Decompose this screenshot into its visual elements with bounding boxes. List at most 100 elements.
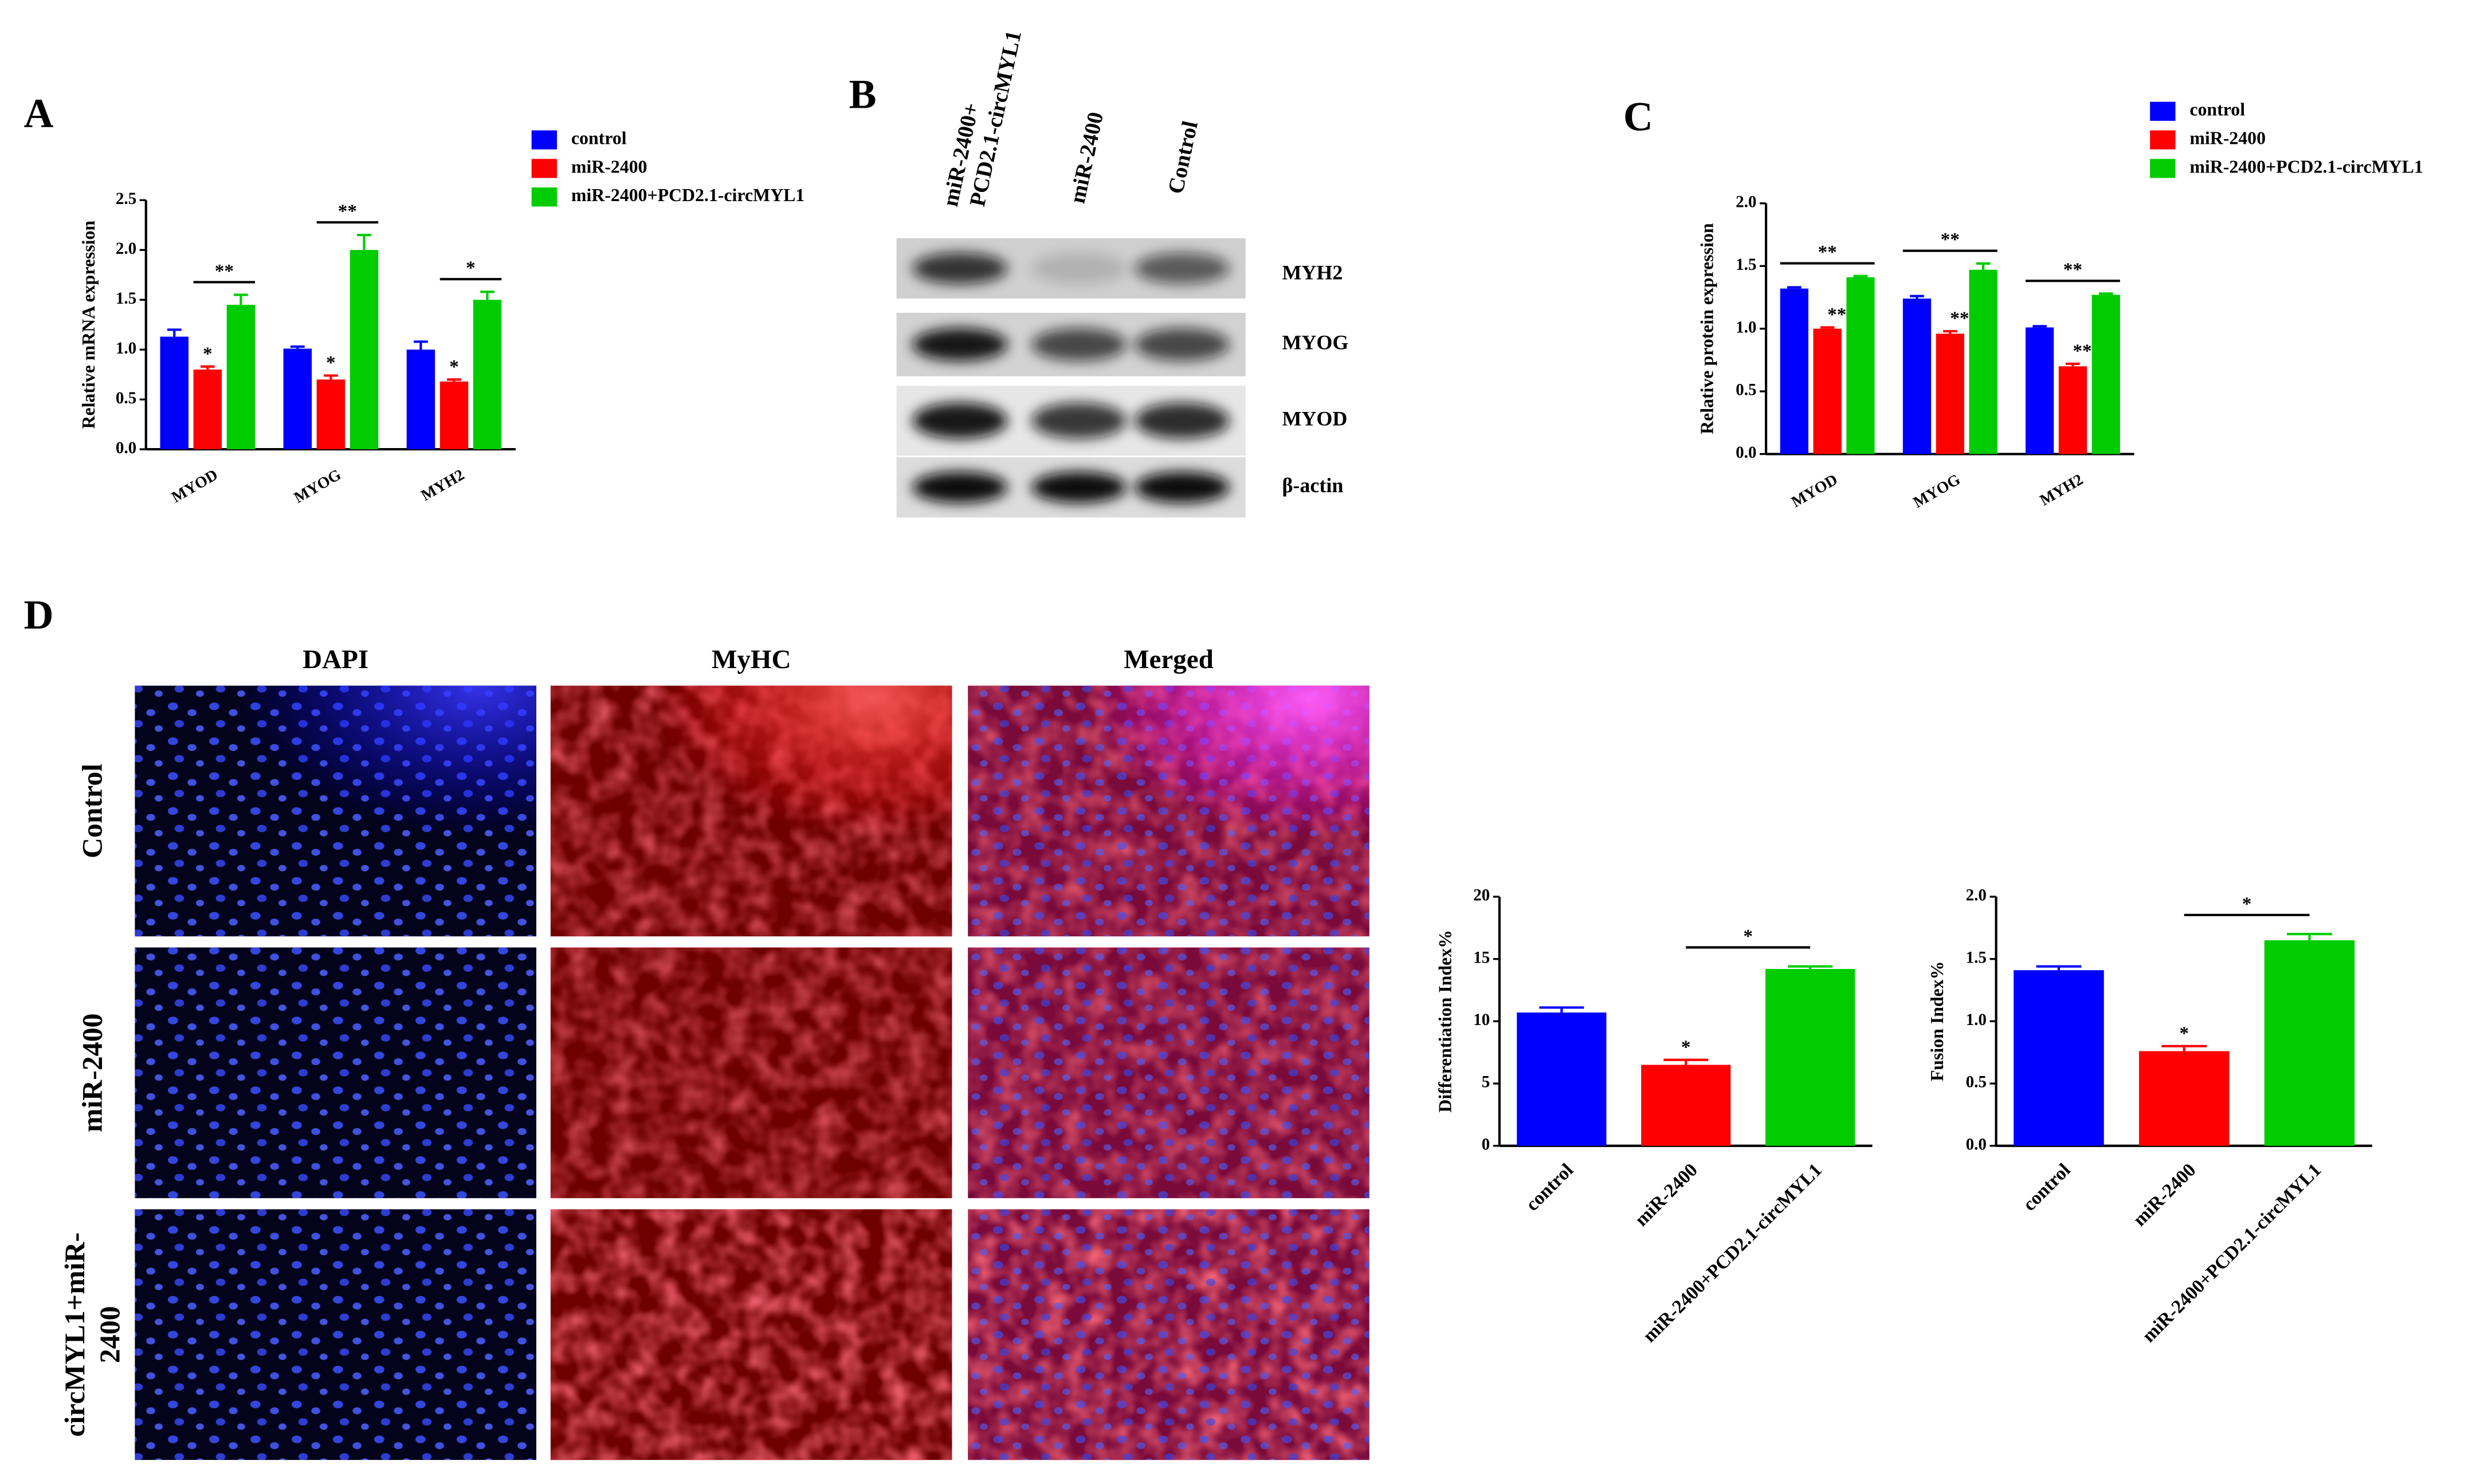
x-tick-label: MYOD <box>1788 470 1840 511</box>
glow <box>968 685 1369 937</box>
blot-band <box>1031 402 1127 439</box>
y-tick-label: 1.0 <box>1736 318 1756 336</box>
protein-label: β-actin <box>1282 474 1343 497</box>
significance-label: ** <box>2073 340 2091 362</box>
significance-label: ** <box>1950 308 1969 329</box>
y-tick-label: 2.5 <box>116 190 136 208</box>
y-tick-label: 0.0 <box>1736 443 1756 462</box>
bar <box>160 336 189 450</box>
blot-band <box>1134 253 1230 284</box>
bar <box>193 369 222 450</box>
blot-band <box>912 402 1008 439</box>
y-tick-label: 2.0 <box>116 240 136 258</box>
comparison-label: * <box>1743 926 1753 947</box>
y-tick-label: 0.5 <box>1966 1073 1987 1092</box>
lane-label: Control <box>1163 119 1203 196</box>
bar <box>1936 333 1964 454</box>
x-tick-label: control <box>1521 1159 1577 1215</box>
y-tick-label: 20 <box>1473 886 1490 905</box>
significance-label: * <box>326 352 336 374</box>
x-tick-label: miR-2400 <box>2129 1159 2200 1230</box>
bar <box>1846 277 1875 454</box>
blot-band <box>1134 472 1230 503</box>
legend-swatch <box>2150 130 2176 150</box>
comparison-label: * <box>466 257 476 278</box>
nuclei <box>135 1209 536 1461</box>
bar <box>1765 969 1855 1146</box>
y-tick-label: 1.5 <box>1966 948 1987 967</box>
y-tick-label: 0.0 <box>1966 1135 1987 1153</box>
comparison-label: * <box>2242 893 2252 914</box>
blot-band <box>1031 472 1127 503</box>
significance-label: * <box>2179 1023 2189 1044</box>
legend-swatch <box>2150 101 2176 121</box>
blot-band <box>1031 253 1127 284</box>
legend-swatch <box>531 159 557 178</box>
blot-band <box>1134 402 1230 439</box>
x-tick-label: control <box>2019 1159 2074 1215</box>
bar <box>2138 1051 2230 1146</box>
bar <box>1813 328 1842 454</box>
significance-label: * <box>1681 1037 1691 1058</box>
x-tick-label: MYOG <box>291 465 344 506</box>
comparison-label: ** <box>338 201 357 222</box>
x-tick-label: MYH2 <box>2036 470 2086 509</box>
protein-label: MYOD <box>1282 407 1347 430</box>
glow <box>550 685 952 937</box>
comparison-label: ** <box>1818 242 1837 263</box>
x-tick-label: MYOD <box>168 465 221 506</box>
row-label: circMYL1+miR- <box>59 1232 91 1437</box>
nuclei <box>968 947 1369 1199</box>
bar <box>316 379 346 450</box>
legend-label: miR-2400+PCD2.1-circMYL1 <box>571 185 805 205</box>
blot-band <box>912 328 1008 362</box>
blot-band <box>1134 328 1230 362</box>
y-tick-label: 2.0 <box>1736 193 1756 211</box>
legend-swatch <box>2150 159 2176 178</box>
comparison-label: ** <box>1941 229 1960 250</box>
column-label: Merged <box>1124 645 1214 674</box>
blot-band <box>1031 328 1127 362</box>
lane-label: miR-2400 <box>1065 110 1108 206</box>
y-tick-label: 0.0 <box>116 439 136 457</box>
panel-label: B <box>849 72 876 117</box>
micrograph-texture <box>550 947 952 1199</box>
legend-swatch <box>531 187 557 207</box>
y-tick-label: 5 <box>1482 1073 1490 1092</box>
y-axis-label: Relative mRNA expression <box>79 221 99 429</box>
bar <box>1780 288 1808 454</box>
bar <box>350 250 379 450</box>
protein-label: MYOG <box>1282 331 1348 354</box>
bar <box>2025 327 2054 454</box>
y-tick-label: 15 <box>1473 948 1490 967</box>
y-tick-label: 1.0 <box>116 339 136 358</box>
micrograph-texture <box>550 1209 952 1461</box>
column-label: MyHC <box>712 645 791 674</box>
legend-label: miR-2400 <box>2189 128 2266 148</box>
x-tick-label: MYOG <box>1910 470 1963 511</box>
bar <box>2091 295 2120 454</box>
legend-label: miR-2400+PCD2.1-circMYL1 <box>2189 156 2423 176</box>
row-label: Control <box>77 764 108 858</box>
bar <box>283 348 312 450</box>
y-tick-label: 1.0 <box>1966 1011 1987 1029</box>
y-tick-label: 10 <box>1473 1011 1490 1029</box>
significance-label: * <box>203 343 213 364</box>
glow <box>135 685 536 937</box>
x-tick-label: MYH2 <box>418 465 467 504</box>
bar <box>439 381 469 450</box>
bar <box>1902 299 1932 454</box>
bar <box>1517 1012 1607 1146</box>
bar <box>473 300 502 450</box>
legend-swatch <box>531 130 557 150</box>
panel-label: C <box>1623 93 1653 139</box>
y-tick-label: 0.5 <box>116 389 136 407</box>
blot-band <box>912 253 1008 284</box>
bar <box>1641 1065 1731 1146</box>
y-tick-label: 0.5 <box>1736 381 1756 399</box>
bar <box>1969 269 1998 454</box>
panel-label: A <box>24 91 54 136</box>
panel-label: D <box>24 592 54 638</box>
